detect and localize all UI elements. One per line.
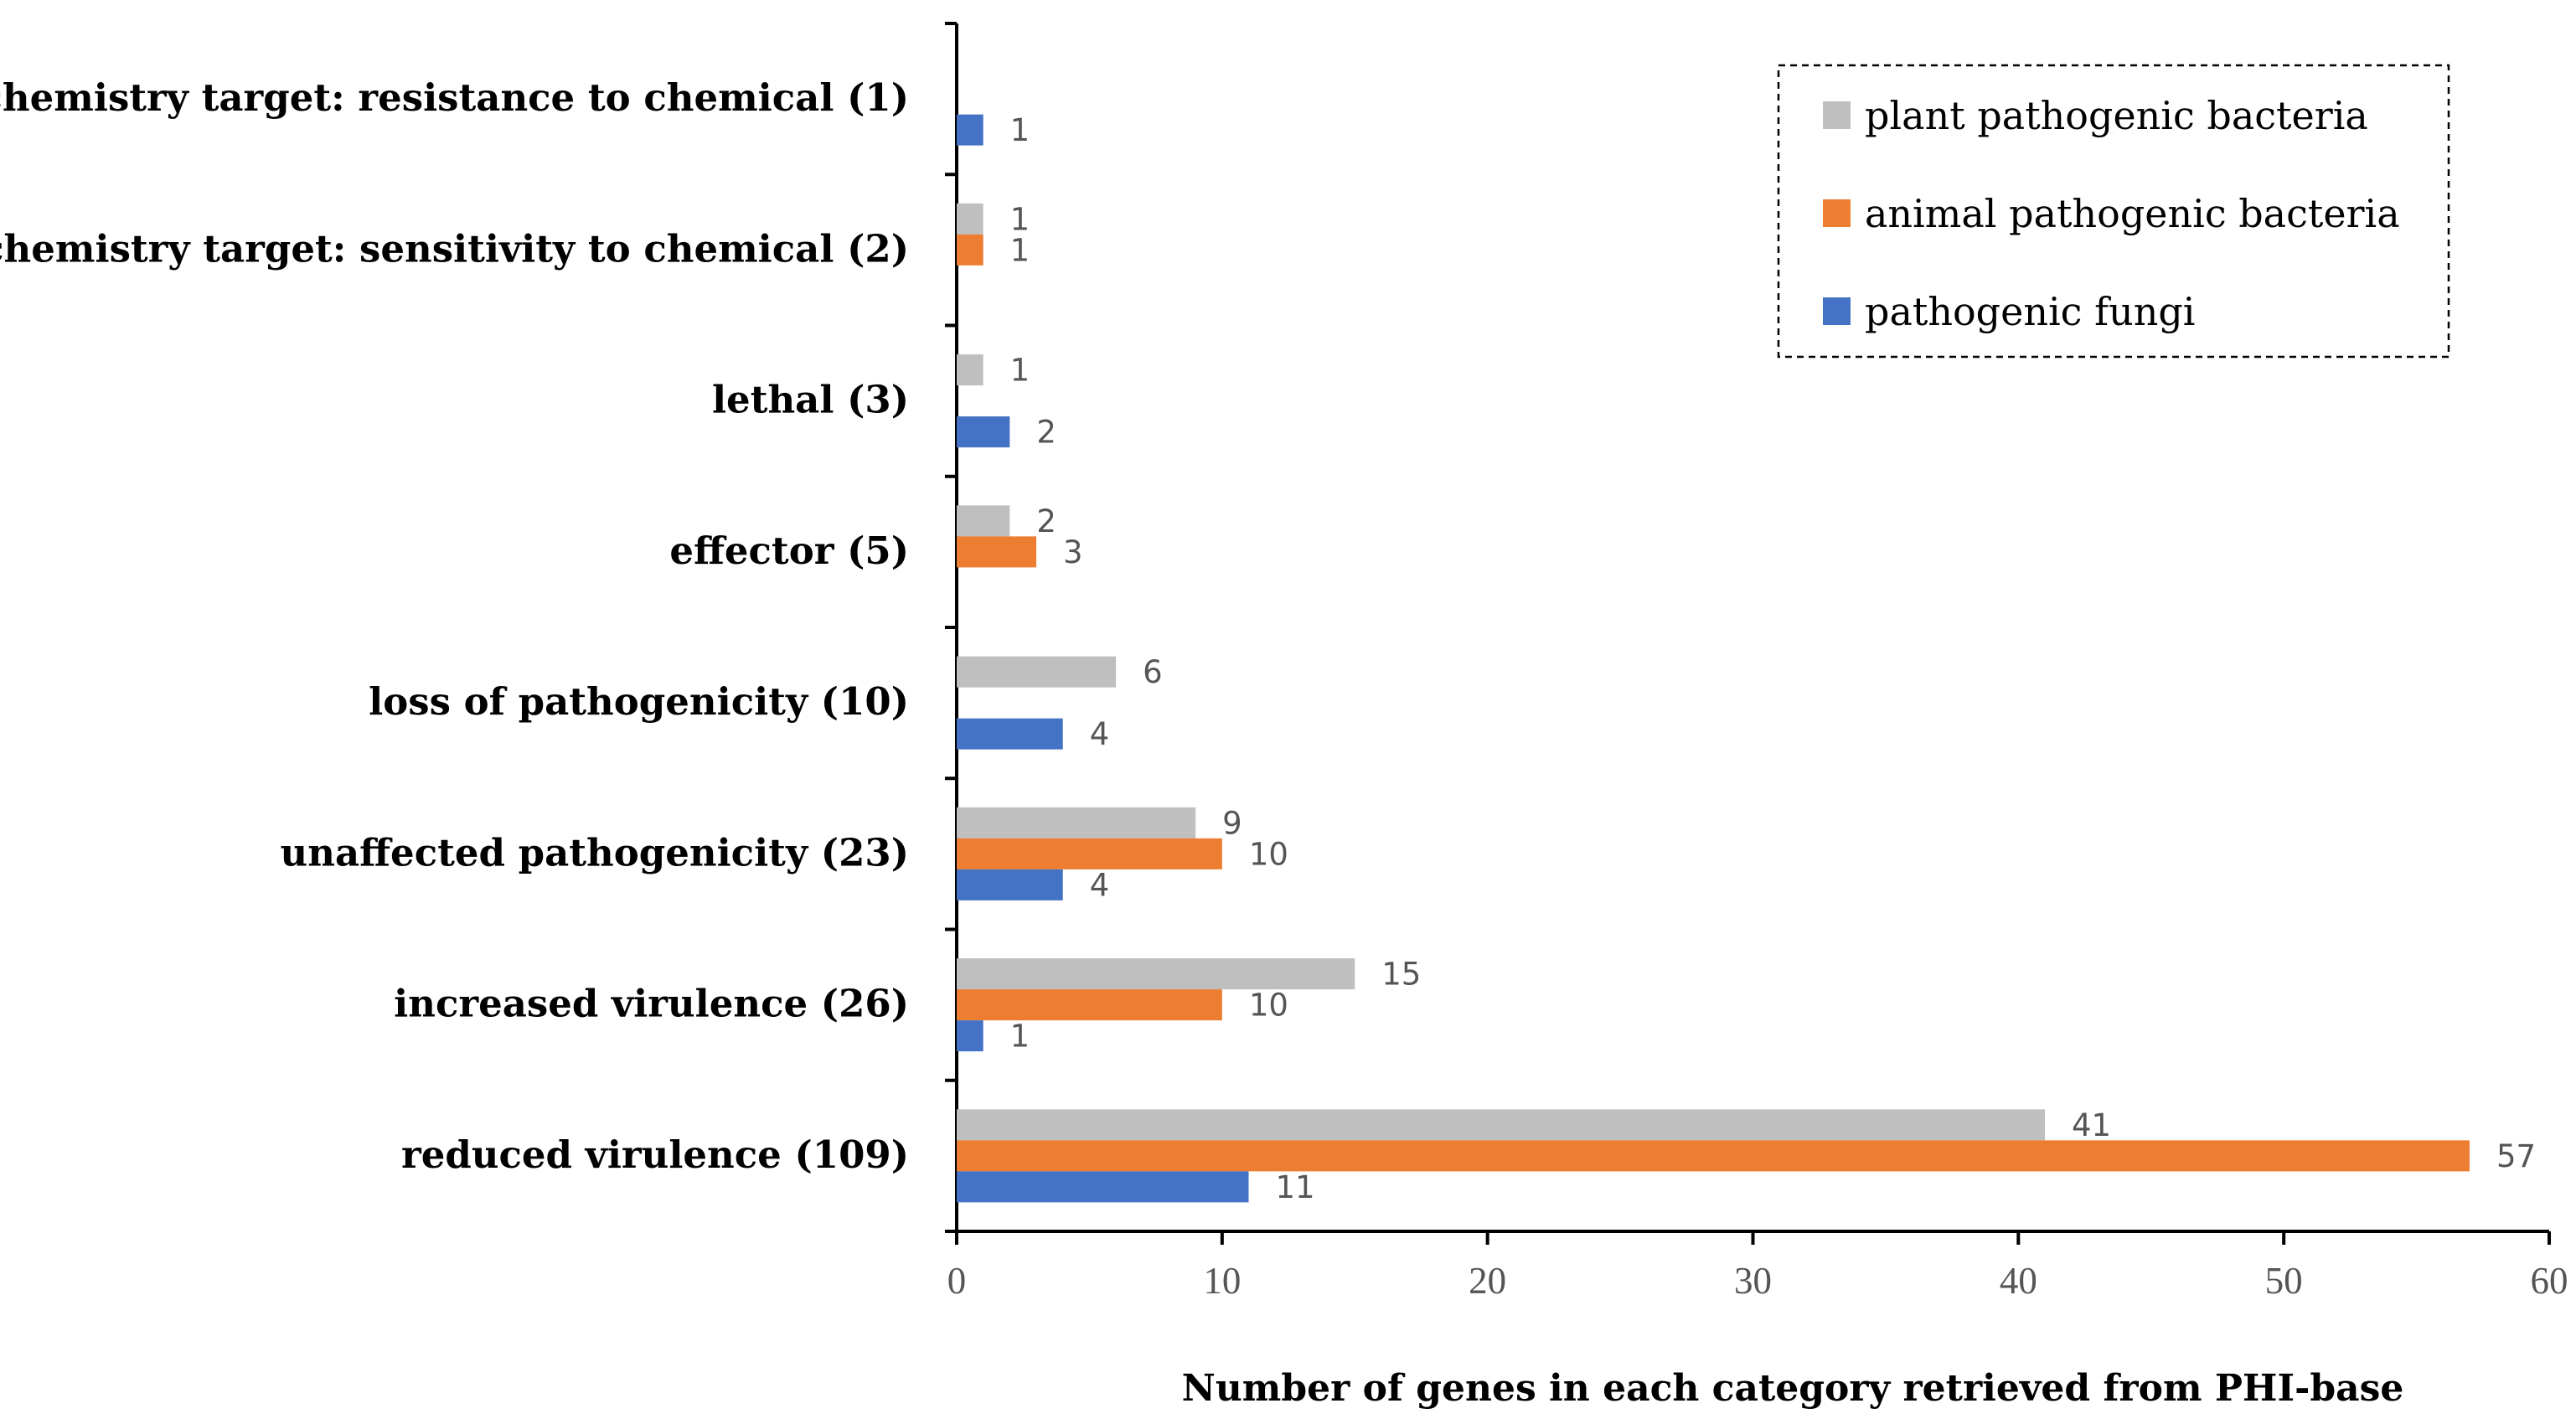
data-label: 1 <box>1010 232 1030 268</box>
category-label: chemistry target: resistance to chemical… <box>0 75 909 120</box>
data-label: 41 <box>2072 1107 2111 1143</box>
bar-pathogenic-fungi <box>957 1171 1249 1203</box>
bar-animal-pathogenic-bacteria <box>957 234 983 266</box>
bar-plant-pathogenic-bacteria <box>957 203 983 235</box>
data-label: 15 <box>1381 957 1421 993</box>
legend-box <box>1777 64 2450 359</box>
data-label: 2 <box>1036 503 1056 539</box>
legend-label: pathogenic fungi <box>1865 289 2196 334</box>
x-tick-label: 50 <box>2265 1260 2303 1302</box>
bar-animal-pathogenic-bacteria <box>957 838 1222 869</box>
data-label: 6 <box>1143 654 1163 690</box>
bar-plant-pathogenic-bacteria <box>957 958 1355 990</box>
x-tick-label: 20 <box>1469 1260 1506 1302</box>
bar-animal-pathogenic-bacteria <box>957 536 1037 568</box>
bar-plant-pathogenic-bacteria <box>957 505 1010 537</box>
legend-swatch <box>1823 297 1851 325</box>
x-axis-title: Number of genes in each category retriev… <box>1182 1367 2404 1410</box>
data-label: 1 <box>1010 353 1030 389</box>
bar-plant-pathogenic-bacteria <box>957 354 983 386</box>
bar-pathogenic-fungi <box>957 869 1063 900</box>
data-label: 10 <box>1249 836 1288 872</box>
x-tick-label: 0 <box>947 1260 967 1302</box>
data-label: 3 <box>1063 534 1083 570</box>
x-tick-label: 30 <box>1734 1260 1772 1302</box>
category-label: unaffected pathogenicity (23) <box>281 830 909 875</box>
data-label: 9 <box>1222 805 1242 841</box>
category-label: effector (5) <box>669 529 909 573</box>
bar-pathogenic-fungi <box>957 114 983 146</box>
legend: plant pathogenic bacteria animal pathogen… <box>1777 64 2450 359</box>
bar-pathogenic-fungi <box>957 1020 983 1052</box>
category-label: increased virulence (26) <box>394 982 909 1026</box>
category-label: lethal (3) <box>712 378 909 422</box>
data-label: 1 <box>1010 201 1030 237</box>
legend-label: plant pathogenic bacteria <box>1865 93 2368 138</box>
x-tick-label: 40 <box>2000 1260 2037 1302</box>
labels: chemistry target: resistance to chemical… <box>0 75 2536 1205</box>
x-tick-label: 10 <box>1203 1260 1241 1302</box>
bar-animal-pathogenic-bacteria <box>957 1140 2470 1172</box>
bar-pathogenic-fungi <box>957 718 1063 750</box>
data-label: 10 <box>1249 988 1288 1024</box>
bars <box>957 114 2470 1203</box>
bar-pathogenic-fungi <box>957 416 1010 448</box>
data-label: 1 <box>1010 1019 1030 1055</box>
legend-swatch <box>1823 101 1851 129</box>
data-label: 1 <box>1010 112 1030 148</box>
data-label: 11 <box>1276 1169 1315 1205</box>
bar-plant-pathogenic-bacteria <box>957 656 1117 688</box>
data-label: 2 <box>1036 415 1056 451</box>
bar-animal-pathogenic-bacteria <box>957 989 1222 1021</box>
category-label: loss of pathogenicity (10) <box>369 679 909 724</box>
data-label: 57 <box>2496 1138 2536 1174</box>
axes: 0 10 20 30 40 50 60 Number of genes in each cat… <box>945 22 2568 1410</box>
legend-label: animal pathogenic bacteria <box>1865 191 2400 236</box>
legend-swatch <box>1823 199 1851 227</box>
x-tick-label: 60 <box>2531 1260 2568 1302</box>
data-label: 4 <box>1090 716 1110 752</box>
bar-plant-pathogenic-bacteria <box>957 807 1196 838</box>
category-label: chemistry target: sensitivity to chemica… <box>0 226 909 271</box>
bar-plant-pathogenic-bacteria <box>957 1109 2046 1141</box>
category-label: reduced virulence (109) <box>401 1132 909 1177</box>
data-label: 4 <box>1090 867 1110 903</box>
